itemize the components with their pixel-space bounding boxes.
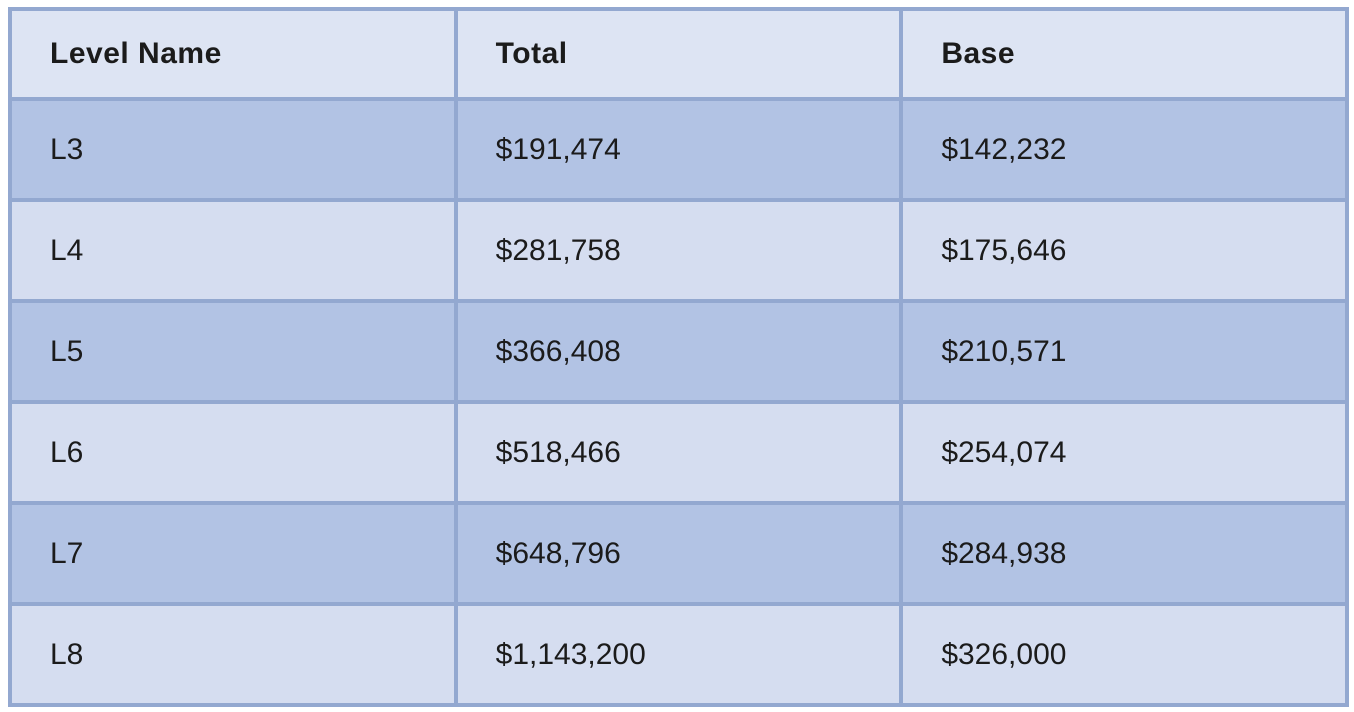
cell-base: $142,232 <box>899 97 1349 202</box>
cell-base: $326,000 <box>899 602 1349 707</box>
column-header-total: Total <box>453 7 904 101</box>
cell-level: L8 <box>8 602 458 707</box>
table-body: L3 $191,474 $142,232 L4 $281,758 $175,64… <box>8 97 1349 707</box>
column-header-base: Base <box>899 7 1349 101</box>
table-row-l3: L3 $191,474 $142,232 <box>8 97 1349 202</box>
header-row: Level Name Total Base <box>8 7 1349 101</box>
cell-total: $518,466 <box>453 400 904 505</box>
cell-total: $1,143,200 <box>453 602 904 707</box>
table-header: Level Name Total Base <box>8 7 1349 101</box>
cell-level: L5 <box>8 299 458 404</box>
table-row-l7: L7 $648,796 $284,938 <box>8 501 1349 606</box>
table-row-l5: L5 $366,408 $210,571 <box>8 299 1349 404</box>
cell-level: L3 <box>8 97 458 202</box>
cell-total: $191,474 <box>453 97 904 202</box>
cell-total: $366,408 <box>453 299 904 404</box>
cell-base: $175,646 <box>899 198 1349 303</box>
cell-total: $648,796 <box>453 501 904 606</box>
cell-level: L7 <box>8 501 458 606</box>
cell-base: $210,571 <box>899 299 1349 404</box>
column-header-level-name: Level Name <box>8 7 458 101</box>
cell-level: L6 <box>8 400 458 505</box>
compensation-table: Level Name Total Base L3 $191,474 $142,2… <box>8 7 1349 707</box>
table-row-l8: L8 $1,143,200 $326,000 <box>8 602 1349 707</box>
table-row-l6: L6 $518,466 $254,074 <box>8 400 1349 505</box>
cell-base: $254,074 <box>899 400 1349 505</box>
cell-base: $284,938 <box>899 501 1349 606</box>
cell-total: $281,758 <box>453 198 904 303</box>
cell-level: L4 <box>8 198 458 303</box>
table-row-l4: L4 $281,758 $175,646 <box>8 198 1349 303</box>
